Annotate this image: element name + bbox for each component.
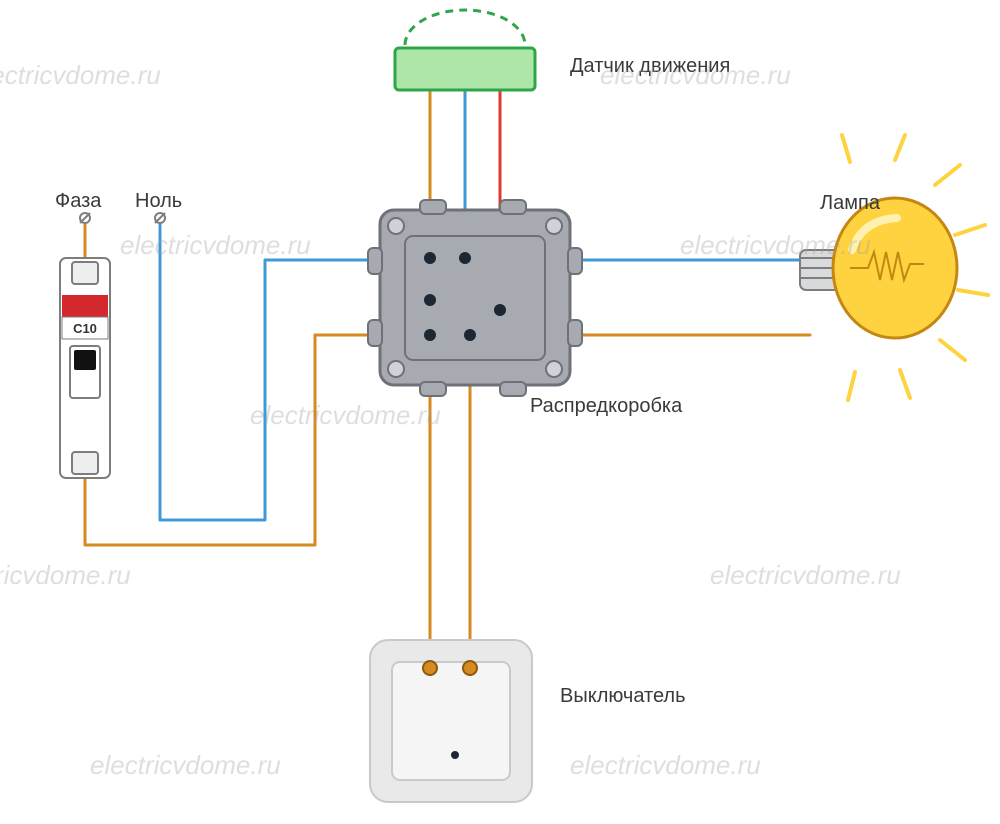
motion-sensor (395, 10, 535, 90)
label-neutral: Ноль (135, 190, 182, 213)
label-jbox: Распредкоробка (530, 395, 682, 418)
label-lamp: Лампа (820, 192, 880, 215)
circuit-breaker: C10 (60, 258, 110, 478)
breaker-label: C10 (73, 321, 97, 336)
label-phase: Фаза (55, 190, 101, 213)
junction-box (368, 200, 582, 396)
lamp-icon (800, 135, 988, 400)
label-switch: Выключатель (560, 685, 686, 708)
wiring-diagram: C10 (0, 0, 1000, 824)
label-sensor: Датчик движения (570, 55, 730, 78)
wall-switch (370, 640, 532, 802)
